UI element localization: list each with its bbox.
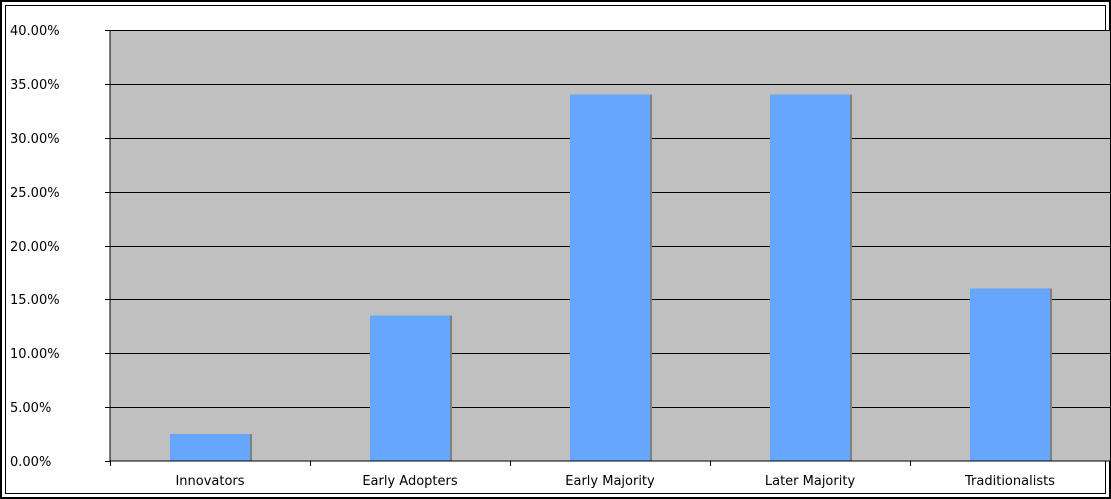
y-tick-label: 0.00% [10,455,51,470]
bar [370,315,450,461]
y-tick-label: 35.00% [10,78,60,93]
bar [570,94,650,462]
x-tick-label: Traditionalists [964,474,1055,489]
bars [170,94,1052,462]
y-tick-label: 15.00% [10,293,60,308]
y-tick-label: 25.00% [10,186,60,201]
x-tick-label: Early Adopters [362,474,458,489]
x-tick-label: Innovators [175,474,244,489]
bar [170,434,250,461]
bar [970,288,1050,461]
x-tick-label: Early Majority [565,474,655,489]
y-tick-label: 40.00% [10,24,60,39]
y-axis-ticks: 0.00% 5.00% 10.00% 15.00% 20.00% 25.00% 30.00%… [10,24,110,470]
y-tick-label: 5.00% [10,401,51,416]
x-axis-ticks: Innovators Early Adopters Early Majority La… [110,461,1111,489]
y-tick-label: 20.00% [10,240,60,255]
y-tick-label: 30.00% [10,132,60,147]
bar [770,94,850,462]
axes [109,30,1110,462]
x-tick-label: Later Majority [765,474,856,489]
y-tick-label: 10.00% [10,347,60,362]
